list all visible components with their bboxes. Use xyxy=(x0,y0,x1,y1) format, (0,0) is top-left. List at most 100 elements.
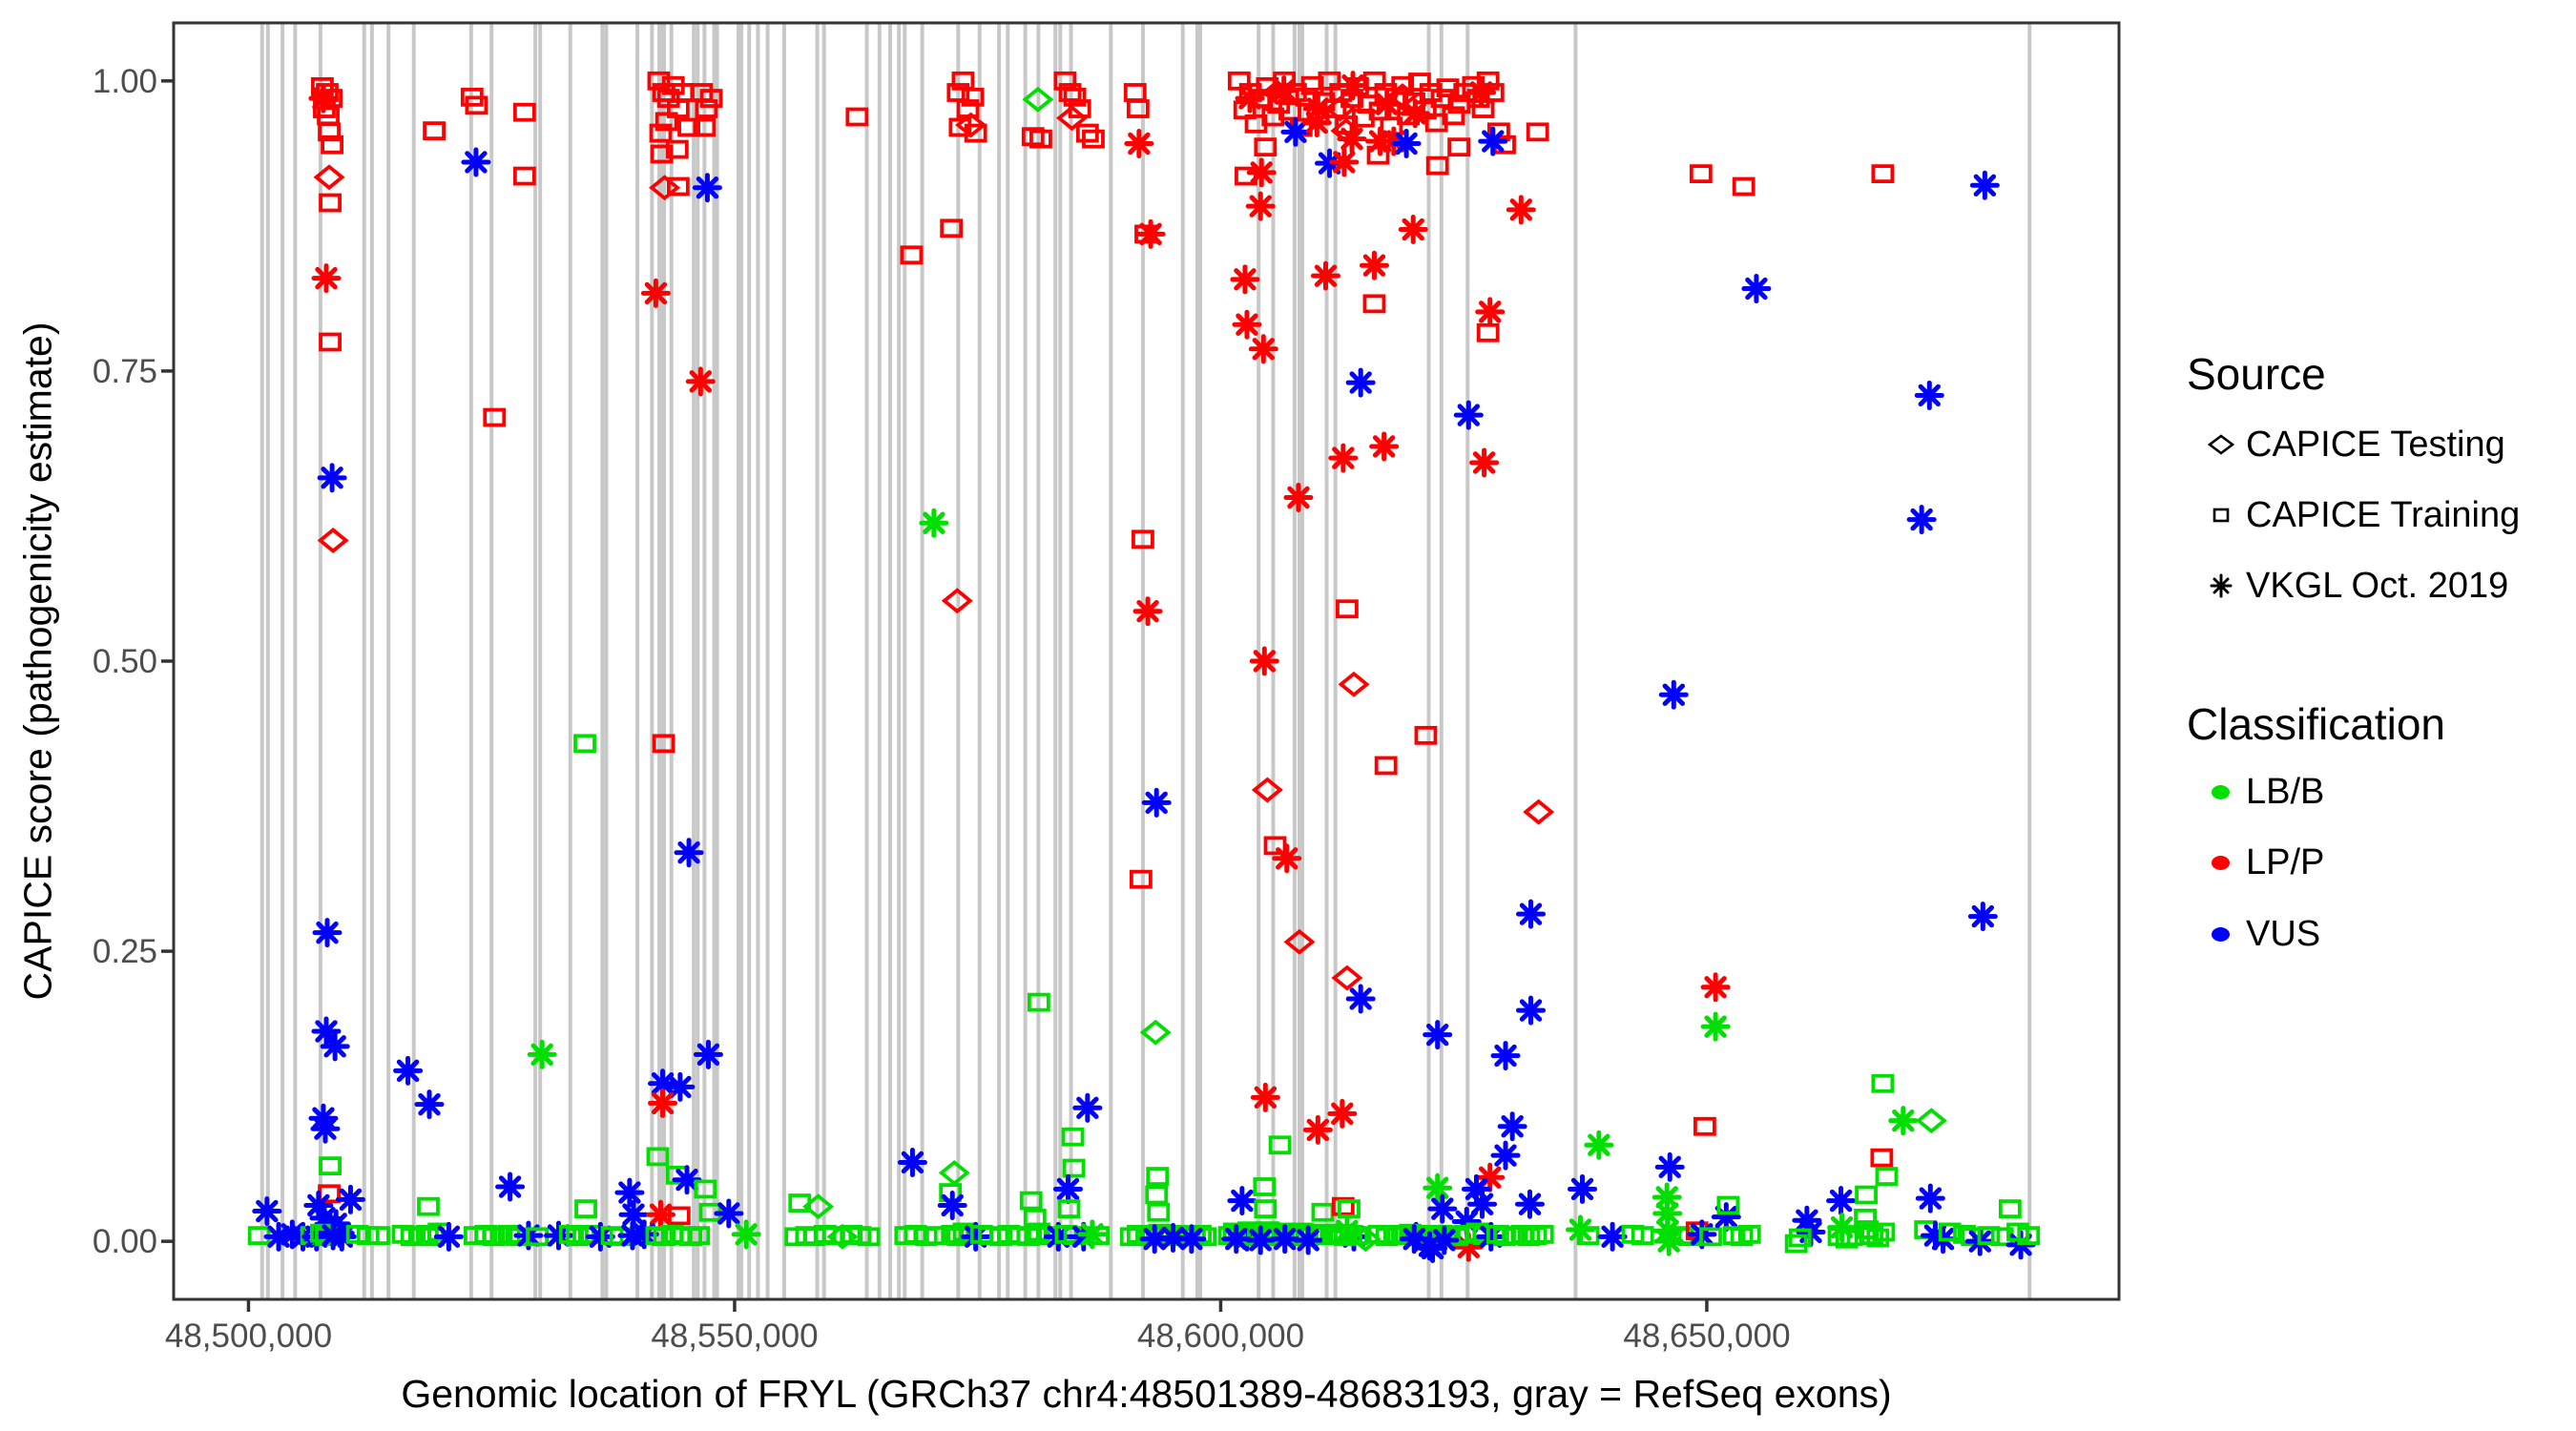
data-point xyxy=(1139,1019,1172,1046)
data-point xyxy=(321,135,343,155)
data-point xyxy=(312,918,343,948)
data-point xyxy=(1280,116,1311,147)
data-point xyxy=(1338,71,1368,101)
data-point xyxy=(1467,1189,1498,1219)
data-point xyxy=(1283,928,1316,955)
data-point xyxy=(1915,1183,1945,1213)
data-point xyxy=(317,463,347,493)
data-point xyxy=(1311,260,1341,291)
data-point xyxy=(1019,1191,1043,1211)
data-point xyxy=(1126,99,1150,118)
data-point xyxy=(1784,1234,1808,1254)
data-point xyxy=(1345,367,1376,398)
data-point xyxy=(1052,1173,1083,1204)
data-point xyxy=(857,1227,881,1247)
data-point xyxy=(1476,322,1500,342)
data-point xyxy=(1490,1140,1521,1171)
data-point xyxy=(1461,1173,1491,1204)
data-point xyxy=(1345,984,1376,1014)
data-point xyxy=(1362,294,1386,314)
data-point xyxy=(1301,108,1332,138)
data-point xyxy=(1442,106,1465,126)
data-point xyxy=(1132,596,1163,627)
data-point xyxy=(313,164,345,191)
data-point xyxy=(1514,1189,1545,1219)
data-point xyxy=(647,71,671,91)
data-point xyxy=(1087,1226,1110,1245)
data-point xyxy=(317,528,349,553)
data-point xyxy=(1254,1199,1278,1219)
data-point xyxy=(1272,843,1302,874)
legend-item-label: LP/P xyxy=(2246,841,2325,882)
data-point xyxy=(685,366,716,397)
data-point xyxy=(1631,1226,1654,1245)
legend-item-lbb: LB/B xyxy=(2200,771,2324,813)
data-point xyxy=(648,1088,678,1118)
data-point xyxy=(1584,1130,1614,1160)
data-point xyxy=(666,176,690,197)
data-point xyxy=(948,117,972,137)
data-point xyxy=(483,407,507,427)
data-point xyxy=(677,117,700,137)
data-point xyxy=(558,1224,582,1244)
data-point xyxy=(423,121,446,141)
data-point xyxy=(1716,1195,1740,1215)
data-point xyxy=(1145,1185,1169,1205)
data-point xyxy=(1700,1011,1731,1042)
data-point xyxy=(414,1089,445,1120)
data-point xyxy=(1075,123,1099,143)
data-point xyxy=(1331,964,1363,991)
y-tick-label: 0.50 xyxy=(93,643,157,680)
data-point xyxy=(512,102,536,122)
lbb-dot-icon xyxy=(2212,784,2230,799)
data-point xyxy=(1329,147,1360,177)
data-point xyxy=(1061,1127,1085,1147)
data-point xyxy=(826,1223,859,1250)
data-point xyxy=(714,1198,744,1229)
data-point xyxy=(687,1226,711,1245)
legend-item-lpp: LP/P xyxy=(2200,841,2324,883)
data-point xyxy=(1250,1082,1280,1112)
data-point xyxy=(1246,157,1277,188)
data-point xyxy=(1700,972,1731,1003)
data-point xyxy=(693,1039,723,1069)
x-tick-label: 48,650,000 xyxy=(1623,1317,1790,1355)
data-point xyxy=(574,1199,597,1219)
data-point xyxy=(1359,250,1389,280)
data-point xyxy=(845,107,869,127)
data-point xyxy=(1057,1199,1081,1219)
data-point xyxy=(694,1179,717,1199)
data-point xyxy=(1372,89,1402,119)
y-tick-label: 1.00 xyxy=(93,63,157,100)
data-point xyxy=(1430,89,1454,108)
data-point xyxy=(1022,86,1054,113)
panel-border xyxy=(172,21,2121,1301)
data-point xyxy=(1400,98,1430,129)
data-point xyxy=(1914,380,1944,410)
data-point xyxy=(1251,777,1283,803)
data-point xyxy=(1369,431,1400,462)
data-point xyxy=(252,1196,282,1227)
data-point xyxy=(1469,447,1500,478)
data-point xyxy=(512,166,536,186)
data-point xyxy=(1235,83,1265,114)
x-tick-label: 48,550,000 xyxy=(651,1317,818,1355)
square-icon xyxy=(2212,508,2230,523)
data-point xyxy=(1072,1092,1103,1123)
data-point xyxy=(461,147,491,177)
data-point xyxy=(1485,1224,1509,1244)
data-point xyxy=(1506,195,1536,225)
data-point xyxy=(1423,1020,1453,1050)
data-point xyxy=(417,1196,440,1216)
data-point xyxy=(1516,995,1547,1026)
data-point xyxy=(940,218,964,238)
data-point xyxy=(1132,529,1154,550)
data-point xyxy=(1374,756,1398,776)
data-point xyxy=(495,1172,526,1202)
data-point xyxy=(1337,124,1367,155)
data-point xyxy=(955,112,987,138)
legend-item-label: CAPICE Testing xyxy=(2246,424,2505,465)
data-point xyxy=(367,1226,390,1245)
data-point xyxy=(1332,1215,1362,1246)
data-point xyxy=(1336,599,1359,619)
